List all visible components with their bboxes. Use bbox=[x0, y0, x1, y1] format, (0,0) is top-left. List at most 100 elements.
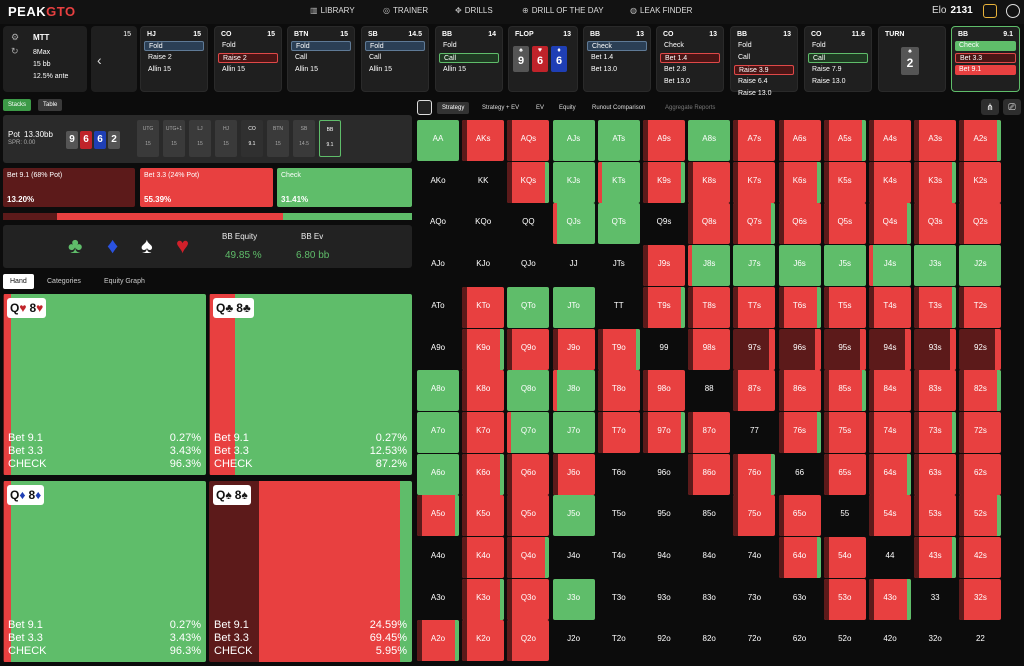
action-option[interactable]: Bet 3.3 bbox=[955, 53, 1016, 63]
matrix-cell[interactable]: T8o bbox=[597, 370, 640, 412]
matrix-cell[interactable]: AQo bbox=[417, 203, 459, 245]
matrix-cell[interactable]: T9s bbox=[643, 286, 685, 328]
matrix-cell[interactable]: 55 bbox=[823, 495, 866, 537]
matrix-cell[interactable]: 66 bbox=[778, 453, 821, 495]
position-card-flop[interactable]: FLOP 13 ♠ 9 ♥ 6 ♦ 6 bbox=[508, 26, 578, 92]
matrix-cell[interactable]: AKs bbox=[462, 120, 505, 161]
matrix-cell[interactable]: Q7s bbox=[733, 203, 776, 245]
matrix-cell[interactable]: Q8s bbox=[688, 203, 731, 245]
gear-icon[interactable]: ⚙ bbox=[11, 32, 20, 42]
action-option[interactable]: Fold bbox=[365, 41, 425, 51]
position-card-co[interactable]: CO 13 Check Bet 1.4 Bet 2.8 Bet 13.0 bbox=[656, 26, 724, 92]
matrix-cell[interactable]: J2s bbox=[959, 245, 1002, 287]
action-option[interactable]: Call bbox=[439, 53, 499, 63]
matrix-cell[interactable]: T2o bbox=[597, 620, 640, 662]
matrix-cell[interactable]: K9s bbox=[643, 161, 685, 203]
seat-utg+1[interactable]: UTG+1 15 bbox=[163, 120, 185, 157]
matrix-cell[interactable]: J3o bbox=[552, 578, 595, 620]
matrix-cell[interactable]: 64s bbox=[869, 453, 911, 495]
matrix-cell[interactable]: J7o bbox=[552, 411, 595, 453]
matrix-cell[interactable]: 65o bbox=[778, 495, 821, 537]
matrix-cell[interactable]: Q9s bbox=[643, 203, 685, 245]
matrix-cell[interactable]: J4s bbox=[869, 245, 911, 287]
matrix-cell[interactable]: Q5s bbox=[823, 203, 866, 245]
matrix-cell[interactable]: A7o bbox=[417, 411, 459, 453]
matrix-cell[interactable]: T6o bbox=[597, 453, 640, 495]
matrix-cell[interactable]: 74s bbox=[869, 411, 911, 453]
action-option[interactable]: Bet 1.4 bbox=[591, 54, 614, 61]
matrix-cell[interactable]: 44 bbox=[869, 537, 911, 578]
matrix-cell[interactable]: 84o bbox=[688, 537, 731, 578]
matrix-cell[interactable]: JTs bbox=[597, 245, 640, 287]
action-option[interactable]: Allin 15 bbox=[295, 66, 318, 73]
action-option[interactable]: Allin 15 bbox=[222, 66, 245, 73]
matrix-cell[interactable]: Q5o bbox=[507, 495, 550, 537]
matrix-cell[interactable]: K5o bbox=[462, 495, 505, 537]
matrix-cell[interactable]: 62o bbox=[778, 620, 821, 662]
matrix-cell[interactable]: KTs bbox=[597, 161, 640, 203]
action-option[interactable]: Bet 1.4 bbox=[660, 53, 720, 63]
matrix-cell[interactable]: 87s bbox=[733, 370, 776, 412]
matrix-cell[interactable]: 65s bbox=[823, 453, 866, 495]
matrix-cell[interactable]: 94s bbox=[869, 328, 911, 370]
matrix-cell[interactable]: 32o bbox=[914, 620, 957, 662]
matrix-cell[interactable]: 54s bbox=[869, 495, 911, 537]
action-option[interactable]: Call bbox=[369, 54, 382, 61]
tab-strategy-ev[interactable]: Strategy + EV bbox=[482, 105, 520, 111]
matrix-cell[interactable]: 62s bbox=[959, 453, 1002, 495]
matrix-cell[interactable]: A2s bbox=[959, 120, 1002, 161]
matrix-cell[interactable]: 82o bbox=[688, 620, 731, 662]
matrix-cell[interactable]: 72o bbox=[733, 620, 776, 662]
matrix-cell[interactable]: 84s bbox=[869, 370, 911, 412]
matrix-cell[interactable]: QJs bbox=[552, 203, 595, 245]
matrix-cell[interactable]: A4s bbox=[869, 120, 911, 161]
matrix-cell[interactable]: 53o bbox=[823, 578, 866, 620]
matrix-cell[interactable]: K7s bbox=[733, 161, 776, 203]
position-card-btn[interactable]: BTN 15 Fold Call Allin 15 bbox=[287, 26, 355, 92]
matrix-cell[interactable]: 63o bbox=[778, 578, 821, 620]
matrix-cell[interactable]: A5s bbox=[823, 120, 866, 161]
toggle-table[interactable]: Table bbox=[38, 99, 63, 111]
action-option[interactable]: Check bbox=[664, 42, 684, 49]
gamepad-icon[interactable]: ⎚ bbox=[1003, 99, 1021, 115]
position-card-bb[interactable]: BB 13 Check Bet 1.4 Bet 13.0 bbox=[583, 26, 651, 92]
matrix-cell[interactable]: 88 bbox=[688, 370, 731, 412]
matrix-cell[interactable]: Q2o bbox=[507, 620, 550, 662]
matrix-cell[interactable]: 86s bbox=[778, 370, 821, 412]
matrix-cell[interactable]: 33 bbox=[914, 578, 957, 620]
matrix-cell[interactable]: 87o bbox=[688, 411, 731, 453]
matrix-cell[interactable]: QTo bbox=[507, 286, 550, 328]
action-option[interactable]: Bet 9.1 bbox=[955, 65, 1016, 75]
seat-lj[interactable]: LJ 15 bbox=[189, 120, 211, 157]
action-option[interactable]: Fold bbox=[812, 42, 826, 49]
nav-drill-of-the-day[interactable]: ⊕ DRILL OF THE DAY bbox=[522, 6, 604, 15]
matrix-cell[interactable]: T2s bbox=[959, 286, 1002, 328]
matrix-cell[interactable]: A8s bbox=[688, 120, 731, 161]
action-option[interactable]: Call bbox=[808, 53, 868, 63]
matrix-cell[interactable]: 64o bbox=[778, 537, 821, 578]
matrix-cell[interactable]: 85s bbox=[823, 370, 866, 412]
matrix-cell[interactable]: 82s bbox=[959, 370, 1002, 412]
matrix-cell[interactable]: 95o bbox=[643, 495, 685, 537]
matrix-cell[interactable]: AJo bbox=[417, 245, 459, 287]
matrix-cell[interactable]: 92s bbox=[959, 328, 1002, 370]
matrix-cell[interactable]: 63s bbox=[914, 453, 957, 495]
matrix-cell[interactable]: T9o bbox=[597, 328, 640, 370]
matrix-cell[interactable]: J7s bbox=[733, 245, 776, 287]
matrix-cell[interactable]: 97o bbox=[643, 411, 685, 453]
matrix-cell[interactable]: T4o bbox=[597, 537, 640, 578]
matrix-cell[interactable]: A9s bbox=[643, 120, 685, 161]
matrix-cell[interactable]: A6s bbox=[778, 120, 821, 161]
action-option[interactable]: Fold bbox=[738, 42, 752, 49]
nav-drills[interactable]: ✥ DRILLS bbox=[455, 6, 493, 15]
tab-aggregate-reports[interactable]: Aggregate Reports bbox=[665, 105, 716, 111]
tab-hand[interactable]: Hand bbox=[3, 274, 34, 289]
matrix-cell[interactable]: J9s bbox=[643, 245, 685, 287]
matrix-cell[interactable]: Q4s bbox=[869, 203, 911, 245]
user-icon[interactable] bbox=[1006, 4, 1020, 18]
action-option[interactable]: Allin 15 bbox=[148, 66, 171, 73]
matrix-cell[interactable]: KTo bbox=[462, 286, 505, 328]
spade-icon[interactable]: ♠ bbox=[141, 233, 153, 258]
matrix-cell[interactable]: 76o bbox=[733, 453, 776, 495]
matrix-cell[interactable]: 98s bbox=[688, 328, 731, 370]
